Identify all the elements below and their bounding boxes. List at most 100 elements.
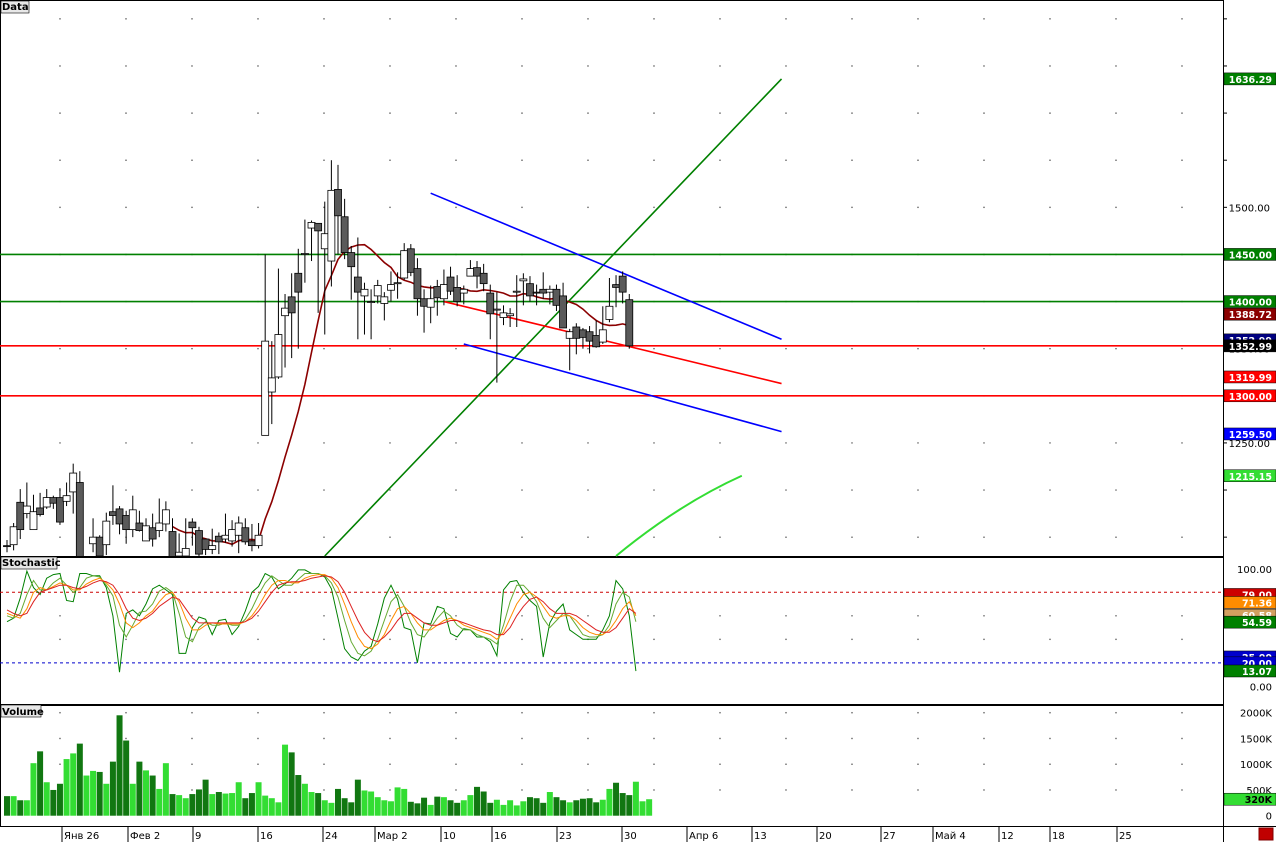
candle-body xyxy=(353,276,362,293)
grid-dot xyxy=(983,489,985,491)
grid-dot xyxy=(851,711,853,714)
candle-body xyxy=(420,298,428,307)
grid-dot xyxy=(653,711,655,714)
grid-dot xyxy=(719,159,721,162)
grid-dot xyxy=(389,206,391,209)
grid-dot xyxy=(521,737,523,740)
grid-dot xyxy=(1049,789,1051,791)
volume-bar xyxy=(421,797,428,816)
grid-dot xyxy=(125,347,127,350)
candle-body xyxy=(300,253,309,255)
grid-dot xyxy=(983,442,985,444)
grid-dot xyxy=(389,789,391,791)
candle-body xyxy=(128,509,137,531)
candle-body xyxy=(168,531,177,556)
grid-dot xyxy=(785,489,787,491)
volume-bar xyxy=(156,788,163,816)
grid-dot xyxy=(917,347,919,350)
candle-body xyxy=(42,497,51,508)
volume-bar xyxy=(427,804,434,816)
candle-body xyxy=(367,301,376,303)
grid-dot xyxy=(389,18,391,20)
grid-dot xyxy=(191,489,193,491)
date-label: 16 xyxy=(260,831,273,842)
ma-long-tag-bg xyxy=(1223,469,1276,483)
grid-dot xyxy=(1049,65,1051,67)
stochastic-panel: 100.000.0079.0071.3660.5854.5925.0020.00… xyxy=(0,565,1276,693)
grid-dot xyxy=(719,206,721,209)
grid-dot xyxy=(59,206,61,209)
volume-bar xyxy=(613,782,620,816)
support-1352-tag-bg xyxy=(1223,339,1276,353)
date-label: 10 xyxy=(443,831,456,842)
volume-bar xyxy=(348,802,355,816)
grid-dot xyxy=(257,159,259,162)
candle-body xyxy=(261,340,270,436)
volume-bar xyxy=(169,794,176,816)
volume-bar xyxy=(295,775,302,816)
grid-dot xyxy=(1049,737,1051,740)
date-label: 9 xyxy=(195,831,201,842)
grid-dot xyxy=(983,737,985,740)
volume-bar xyxy=(202,779,209,816)
resistance-1400-tag: 1400.00 xyxy=(1229,298,1273,309)
price-title-box xyxy=(0,0,30,14)
grid-dot xyxy=(389,711,391,714)
volume-bar xyxy=(606,788,613,816)
volume-bar xyxy=(381,800,388,816)
stoch-low-tag-bg xyxy=(1223,664,1276,678)
grid-dot xyxy=(785,763,787,766)
volume-bar xyxy=(526,797,533,816)
grid-dot xyxy=(455,442,457,444)
volume-bar xyxy=(513,805,520,816)
candle-body xyxy=(373,285,382,297)
volume-bar xyxy=(368,791,375,816)
volume-bar xyxy=(599,799,606,816)
volume-bar xyxy=(149,775,156,816)
grid-dot xyxy=(1049,615,1051,617)
grid-dot xyxy=(587,489,589,491)
volume-bar xyxy=(434,796,441,816)
grid-dot xyxy=(521,536,523,538)
candle-body xyxy=(406,248,415,273)
grid-dot xyxy=(653,489,655,491)
grid-dot xyxy=(851,112,853,114)
grid-dot xyxy=(851,763,853,766)
volume-bar xyxy=(553,797,560,816)
volume-bar xyxy=(103,783,110,816)
grid-dot xyxy=(1115,489,1117,491)
volume-bar xyxy=(222,793,229,816)
volume-bar xyxy=(460,800,467,816)
volume-bar xyxy=(23,800,30,816)
grid-dot xyxy=(719,536,721,538)
volume-bar xyxy=(387,801,394,816)
candle-body xyxy=(612,284,620,288)
volume-bar xyxy=(500,804,507,816)
volume-bar xyxy=(533,798,540,816)
grid-dot xyxy=(653,206,655,209)
grid-dot xyxy=(257,347,259,350)
grid-dot xyxy=(917,112,919,114)
candle-body xyxy=(532,291,541,294)
volume-bar xyxy=(215,792,222,816)
volume-panel-title: Volume xyxy=(2,707,44,718)
date-label: 30 xyxy=(624,831,637,842)
grid-dot xyxy=(719,711,721,714)
volume-tick-label: 500K xyxy=(1246,786,1272,797)
grid-dot xyxy=(521,159,523,162)
candle-body xyxy=(519,278,528,282)
volume-bar xyxy=(275,802,282,816)
volume-bar xyxy=(315,793,322,816)
volume-bar xyxy=(43,782,50,816)
volume-bar xyxy=(520,801,527,816)
candle-body xyxy=(175,551,184,556)
grid-dot xyxy=(587,615,589,617)
grid-dot xyxy=(917,763,919,766)
volume-bar xyxy=(619,793,626,816)
volume-bar xyxy=(540,802,547,816)
candle-body xyxy=(360,288,369,297)
volume-bar xyxy=(546,792,553,816)
date-label: Мар 2 xyxy=(377,831,408,842)
candle-body xyxy=(340,216,349,253)
volume-bar xyxy=(129,783,136,816)
